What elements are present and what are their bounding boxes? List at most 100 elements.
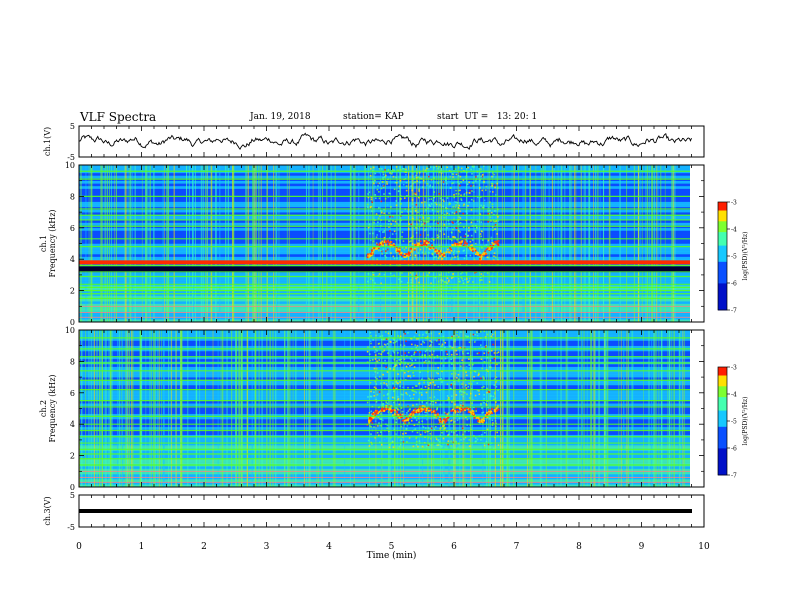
chorus-speck bbox=[490, 211, 493, 214]
band bbox=[79, 434, 690, 438]
chorus-speck bbox=[430, 198, 433, 200]
chorus-element bbox=[472, 247, 475, 250]
x-tick-label: 5 bbox=[389, 542, 395, 552]
chorus-speck bbox=[442, 444, 445, 446]
chorus-speck bbox=[432, 248, 435, 250]
chorus-element bbox=[450, 409, 453, 412]
chorus-speck bbox=[386, 346, 388, 348]
chorus-speck bbox=[430, 400, 433, 403]
chorus-speck bbox=[460, 393, 463, 396]
chorus-speck bbox=[401, 257, 403, 260]
chorus-speck bbox=[400, 425, 403, 428]
chorus-speck bbox=[457, 229, 460, 232]
chorus-speck bbox=[493, 391, 496, 394]
chorus-speck bbox=[409, 358, 412, 360]
chorus-element bbox=[410, 250, 413, 253]
chorus-speck bbox=[416, 345, 419, 347]
chorus-speck bbox=[402, 432, 404, 435]
chorus-speck bbox=[422, 215, 424, 218]
colorbar-cell bbox=[718, 285, 727, 289]
chorus-speck bbox=[474, 339, 477, 342]
chorus-element bbox=[394, 409, 396, 412]
colorbar-cell bbox=[718, 426, 727, 430]
chorus-speck bbox=[480, 344, 482, 346]
chorus-speck bbox=[380, 277, 383, 280]
chorus-speck bbox=[446, 353, 449, 356]
chorus-speck bbox=[383, 394, 385, 397]
chorus-speck bbox=[481, 407, 483, 409]
chorus-element bbox=[469, 411, 472, 413]
chorus-speck bbox=[464, 278, 466, 281]
chorus-speck bbox=[370, 196, 373, 199]
band bbox=[79, 206, 690, 210]
chorus-speck bbox=[426, 411, 428, 414]
chorus-speck bbox=[479, 422, 481, 425]
chorus-element bbox=[488, 413, 491, 416]
chorus-speck bbox=[425, 414, 427, 417]
chorus-speck bbox=[387, 223, 390, 225]
chorus-speck bbox=[467, 166, 469, 169]
chorus-element bbox=[417, 408, 419, 411]
chorus-speck bbox=[388, 236, 391, 239]
chorus-speck bbox=[405, 168, 407, 171]
chorus-speck bbox=[484, 336, 487, 338]
chorus-speck bbox=[411, 389, 414, 392]
chorus-speck bbox=[424, 411, 426, 414]
chorus-speck bbox=[390, 355, 392, 357]
chorus-speck bbox=[491, 184, 493, 187]
chorus-element bbox=[480, 254, 483, 257]
chorus-speck bbox=[478, 373, 480, 376]
chorus-speck bbox=[375, 396, 378, 399]
chorus-speck bbox=[386, 343, 389, 345]
chorus-speck bbox=[421, 420, 423, 423]
chorus-speck bbox=[468, 280, 470, 282]
chorus-speck bbox=[441, 422, 444, 424]
chorus-speck bbox=[391, 233, 394, 235]
band bbox=[79, 246, 690, 250]
chorus-speck bbox=[456, 255, 459, 258]
chorus-speck bbox=[425, 402, 428, 404]
chorus-speck bbox=[494, 184, 496, 187]
chorus-element bbox=[497, 243, 500, 246]
chorus-speck bbox=[428, 217, 431, 219]
chorus-speck bbox=[483, 199, 486, 202]
chorus-speck bbox=[450, 337, 453, 340]
chorus-speck bbox=[381, 345, 384, 348]
chorus-speck bbox=[471, 239, 474, 241]
chorus-speck bbox=[493, 392, 496, 395]
chorus-element bbox=[496, 405, 499, 408]
chorus-speck bbox=[377, 221, 379, 224]
chorus-speck bbox=[486, 272, 489, 274]
chorus-speck bbox=[382, 181, 384, 183]
chorus-speck bbox=[399, 381, 401, 383]
colorbar-cell bbox=[718, 372, 727, 376]
chorus-speck bbox=[377, 182, 380, 185]
chorus-speck bbox=[465, 233, 467, 235]
chorus-element bbox=[388, 408, 391, 411]
chorus-speck bbox=[469, 189, 471, 192]
chorus-speck bbox=[385, 437, 388, 440]
chorus-speck bbox=[437, 372, 439, 375]
chorus-speck bbox=[406, 441, 408, 443]
chorus-element bbox=[477, 416, 479, 418]
chorus-speck bbox=[451, 228, 454, 231]
chorus-speck bbox=[493, 447, 495, 450]
chorus-element bbox=[384, 409, 387, 412]
chorus-speck bbox=[369, 340, 372, 342]
chorus-speck bbox=[414, 254, 417, 257]
band bbox=[79, 199, 690, 202]
chorus-speck bbox=[439, 378, 442, 381]
chorus-speck bbox=[443, 281, 446, 283]
chorus-speck bbox=[379, 215, 381, 217]
chorus-speck bbox=[370, 390, 372, 393]
colorbar-cell bbox=[718, 456, 727, 460]
chorus-speck bbox=[422, 220, 425, 222]
chorus-speck bbox=[460, 198, 462, 200]
chorus-speck bbox=[429, 378, 431, 381]
chorus-element bbox=[466, 242, 468, 245]
chorus-speck bbox=[405, 181, 408, 184]
chorus-speck bbox=[469, 424, 472, 426]
chorus-speck bbox=[472, 363, 474, 366]
chorus-speck bbox=[369, 381, 372, 384]
chorus-speck bbox=[390, 206, 392, 208]
